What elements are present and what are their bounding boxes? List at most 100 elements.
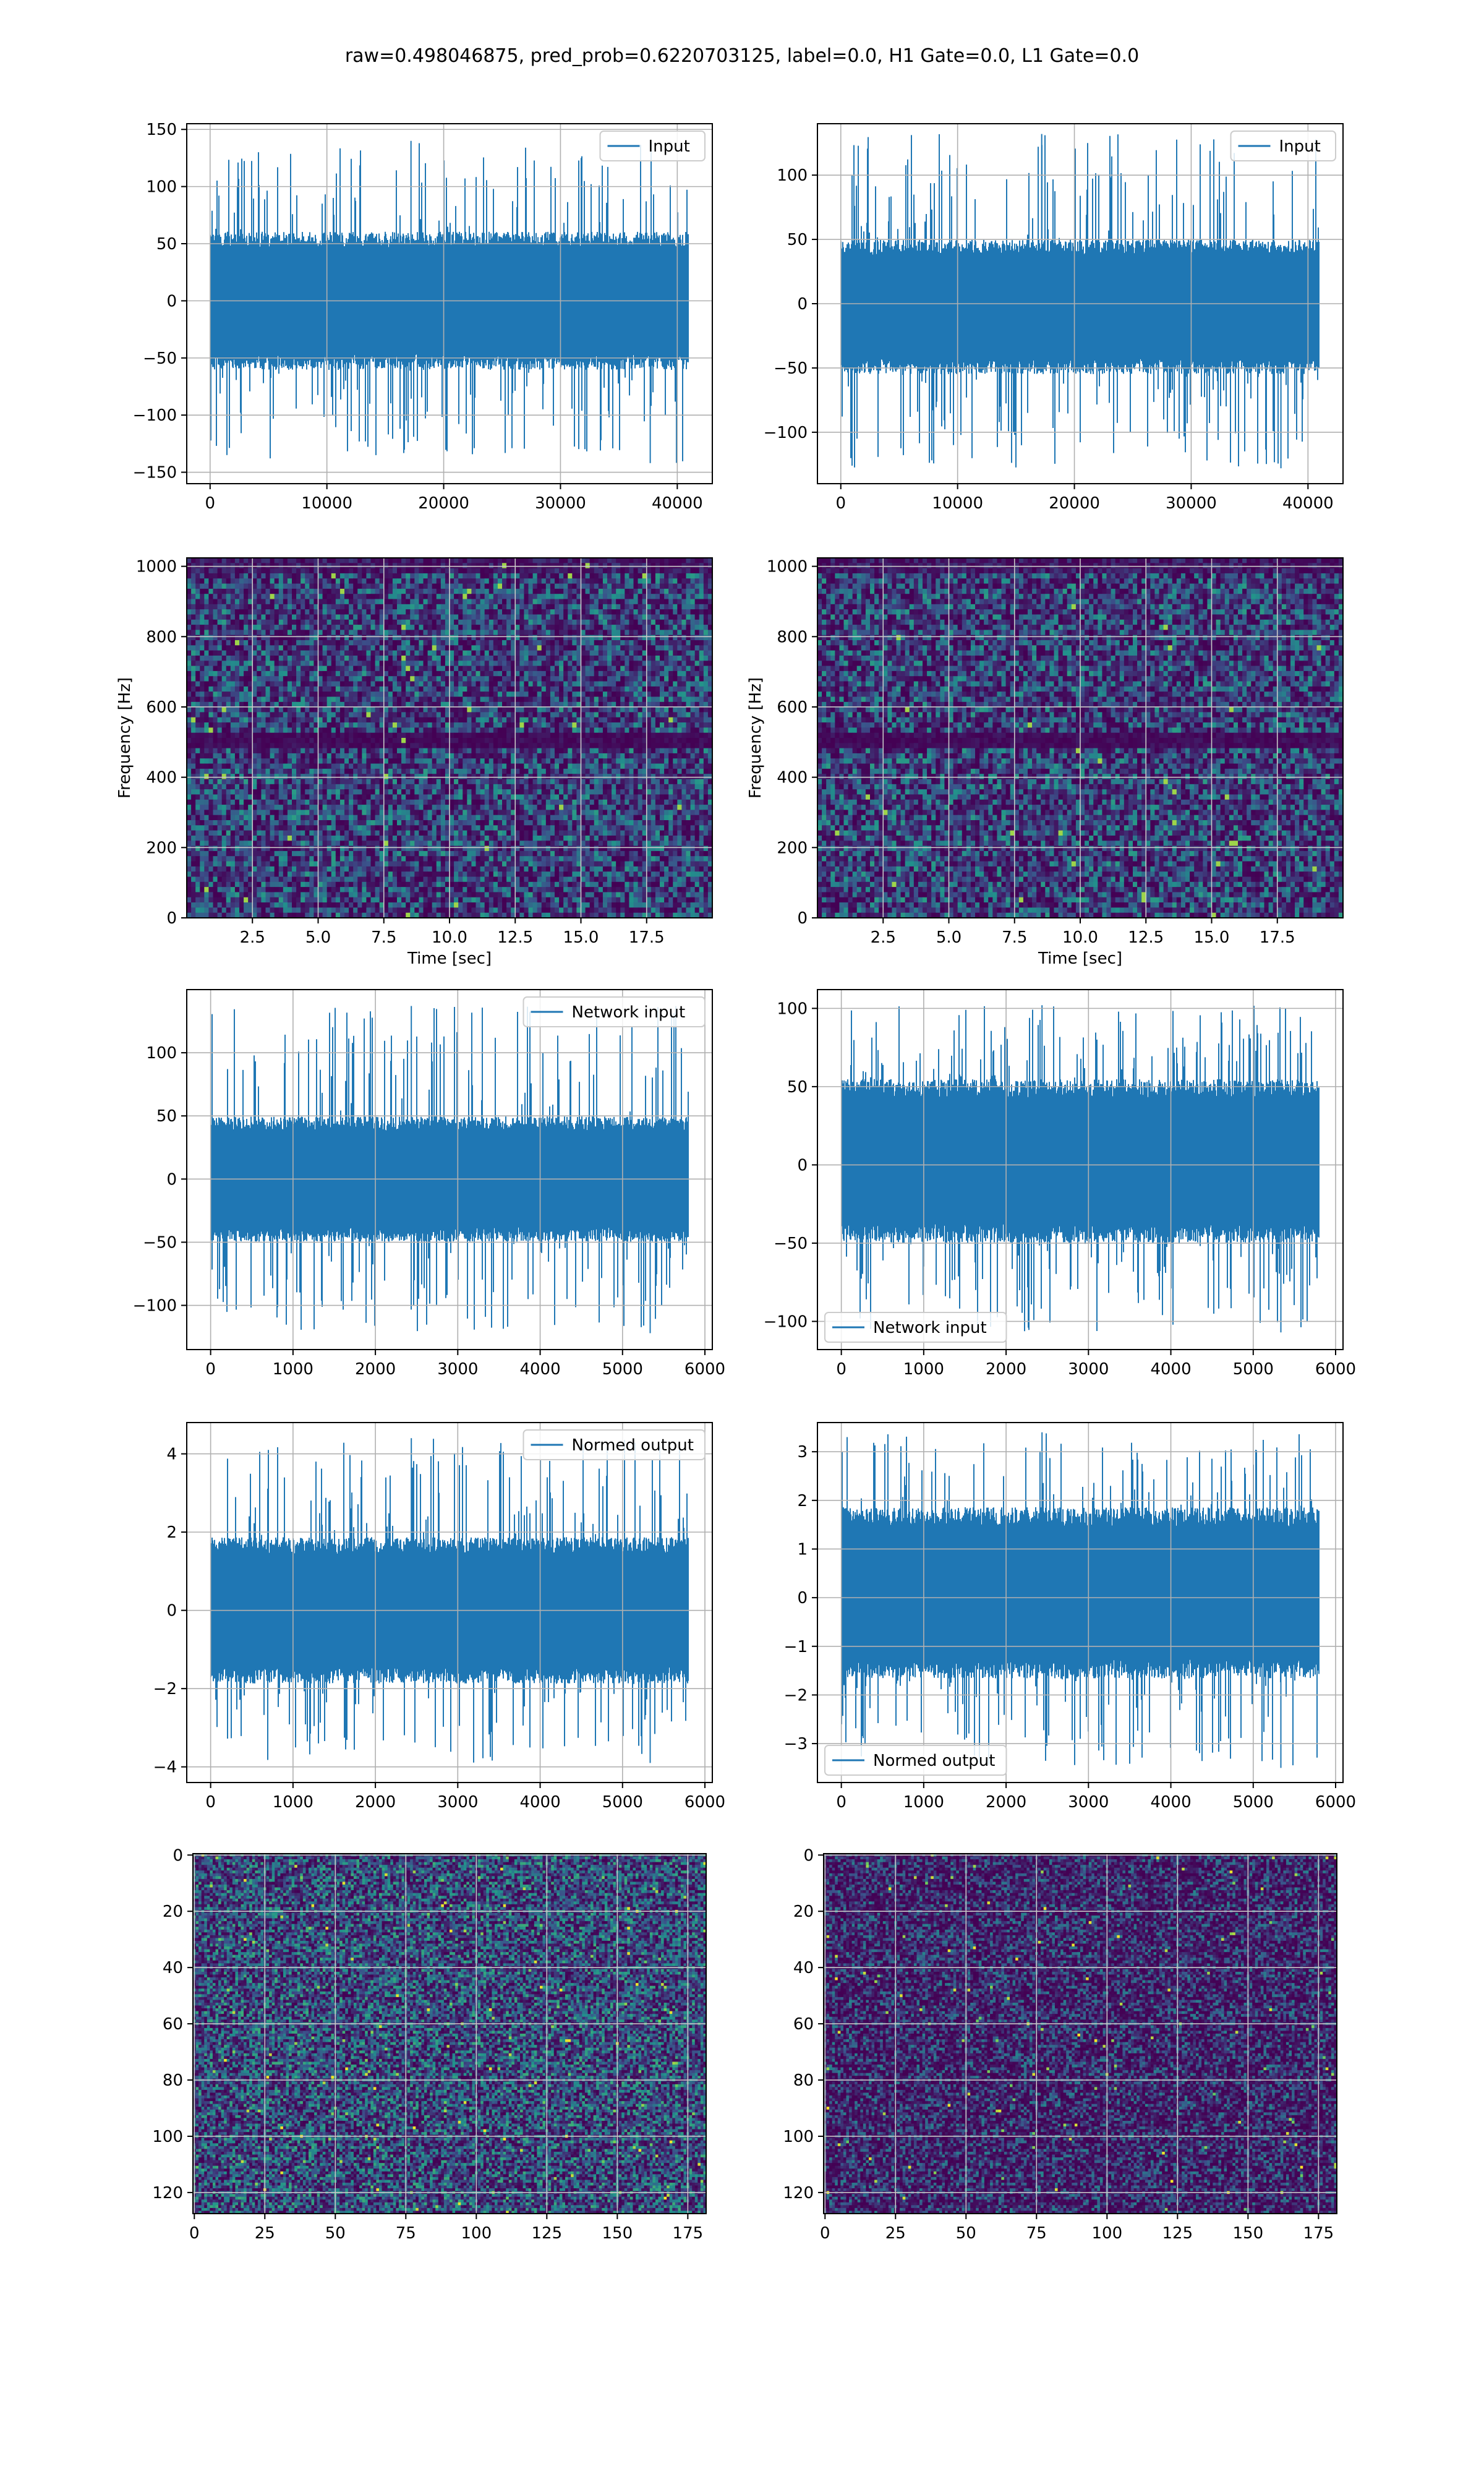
x-tick-label: 0 (205, 1360, 216, 1379)
x-tick-label: 1000 (903, 1360, 944, 1379)
subplot-network-input-left: 0 1000 2000 3000 4000 5000 6000−100−50050100Ne… (133, 990, 726, 1379)
legend-label: Input (649, 137, 690, 156)
y-tick-label: 20 (163, 1903, 183, 1921)
x-tick-label: 10.0 (1062, 928, 1098, 947)
x-tick-label: 7.5 (371, 928, 396, 947)
plot-area (824, 1854, 1337, 2214)
y-tick-label: 0 (173, 1846, 183, 1865)
legend-label: Network input (572, 1003, 686, 1022)
y-tick-label: 1000 (136, 558, 177, 576)
y-tick-label: 0 (166, 292, 177, 310)
x-tick-label: 150 (602, 2224, 633, 2243)
series-line-input (841, 134, 1319, 469)
x-tick-label: 100 (461, 2224, 492, 2243)
y-tick-label: −100 (764, 424, 808, 442)
x-tick-label: 2000 (355, 1793, 396, 1812)
legend-label: Network input (873, 1319, 987, 1337)
y-tick-label: −50 (143, 1233, 177, 1252)
x-axis-label: Time [sec] (1038, 949, 1122, 968)
y-tick-label: 0 (797, 295, 808, 314)
y-tick-label: 0 (166, 1602, 177, 1620)
x-tick-label: 1000 (903, 1793, 944, 1812)
x-tick-label: 40000 (1282, 494, 1334, 513)
figure-suptitle: raw=0.498046875, pred_prob=0.6220703125,… (345, 45, 1139, 67)
y-axis-label: Frequency [Hz] (116, 677, 134, 798)
x-tick-label: 2000 (986, 1793, 1026, 1812)
y-tick-label: 1000 (767, 558, 808, 576)
x-tick-label: 2000 (355, 1360, 396, 1379)
x-tick-label: 50 (956, 2224, 976, 2243)
y-tick-label: −50 (774, 1235, 808, 1253)
y-tick-label: 40 (163, 1959, 183, 1977)
x-tick-label: 5000 (1233, 1793, 1274, 1812)
y-tick-label: 20 (793, 1903, 814, 1921)
x-tick-label: 10000 (301, 494, 352, 513)
y-tick-label: 100 (777, 166, 808, 185)
x-tick-label: 3000 (1068, 1793, 1109, 1812)
x-tick-label: 3000 (437, 1793, 478, 1812)
x-tick-label: 1000 (273, 1360, 313, 1379)
legend: Input (1231, 131, 1336, 161)
x-tick-label: 4000 (1150, 1360, 1191, 1379)
y-tick-label: 80 (793, 2071, 814, 2090)
y-tick-label: −4 (153, 1758, 177, 1777)
legend: Network input (524, 997, 706, 1027)
y-tick-label: 2 (797, 1492, 808, 1510)
plot-area (817, 124, 1343, 484)
x-tick-label: 0 (205, 1793, 216, 1812)
legend: Normed output (524, 1430, 706, 1460)
y-tick-label: 100 (146, 1044, 177, 1063)
y-tick-label: 800 (777, 628, 808, 646)
legend: Input (600, 131, 706, 161)
y-tick-label: −100 (133, 1297, 177, 1316)
y-tick-label: 600 (777, 698, 808, 717)
x-tick-label: 5000 (602, 1793, 643, 1812)
plot-area (817, 990, 1343, 1350)
x-tick-label: 1000 (273, 1793, 313, 1812)
y-tick-label: 200 (777, 839, 808, 857)
x-tick-label: 4000 (519, 1360, 560, 1379)
y-tick-label: 50 (787, 231, 808, 249)
y-axis-label: Frequency [Hz] (746, 677, 765, 798)
x-tick-label: 10.0 (432, 928, 467, 947)
y-tick-label: −3 (784, 1735, 808, 1753)
y-tick-label: 600 (146, 698, 177, 717)
x-tick-label: 20000 (418, 494, 469, 513)
y-tick-label: 0 (166, 909, 177, 928)
y-tick-label: 100 (777, 999, 808, 1018)
series-line-normed-output (211, 1438, 688, 1763)
x-tick-label: 20000 (1049, 494, 1100, 513)
x-tick-label: 6000 (1315, 1793, 1356, 1812)
y-tick-label: 50 (787, 1078, 808, 1097)
x-tick-label: 12.5 (497, 928, 533, 947)
y-tick-label: −1 (784, 1638, 808, 1656)
x-tick-label: 150 (1233, 2224, 1264, 2243)
x-tick-label: 2.5 (240, 928, 265, 947)
x-tick-label: 17.5 (1260, 928, 1295, 947)
y-tick-label: 60 (163, 2015, 183, 2034)
y-tick-label: 40 (793, 1959, 814, 1977)
legend-label: Input (1279, 137, 1321, 156)
y-tick-label: 0 (797, 909, 808, 928)
legend-label: Normed output (873, 1752, 995, 1770)
x-tick-label: 25 (885, 2224, 906, 2243)
x-tick-label: 25 (255, 2224, 275, 2243)
legend: Network input (825, 1312, 1007, 1342)
y-tick-label: 4 (166, 1445, 177, 1464)
plot-area (193, 1854, 707, 2214)
y-tick-label: 100 (146, 178, 177, 197)
plot-area (187, 1423, 712, 1783)
x-tick-label: 30000 (535, 494, 586, 513)
y-tick-label: −100 (764, 1312, 808, 1331)
y-tick-label: 800 (146, 628, 177, 646)
x-tick-label: 4000 (519, 1793, 560, 1812)
x-tick-label: 17.5 (629, 928, 665, 947)
x-tick-label: 3000 (1068, 1360, 1109, 1379)
x-tick-label: 15.0 (563, 928, 599, 947)
y-tick-label: 0 (797, 1589, 808, 1607)
x-tick-label: 2.5 (871, 928, 896, 947)
